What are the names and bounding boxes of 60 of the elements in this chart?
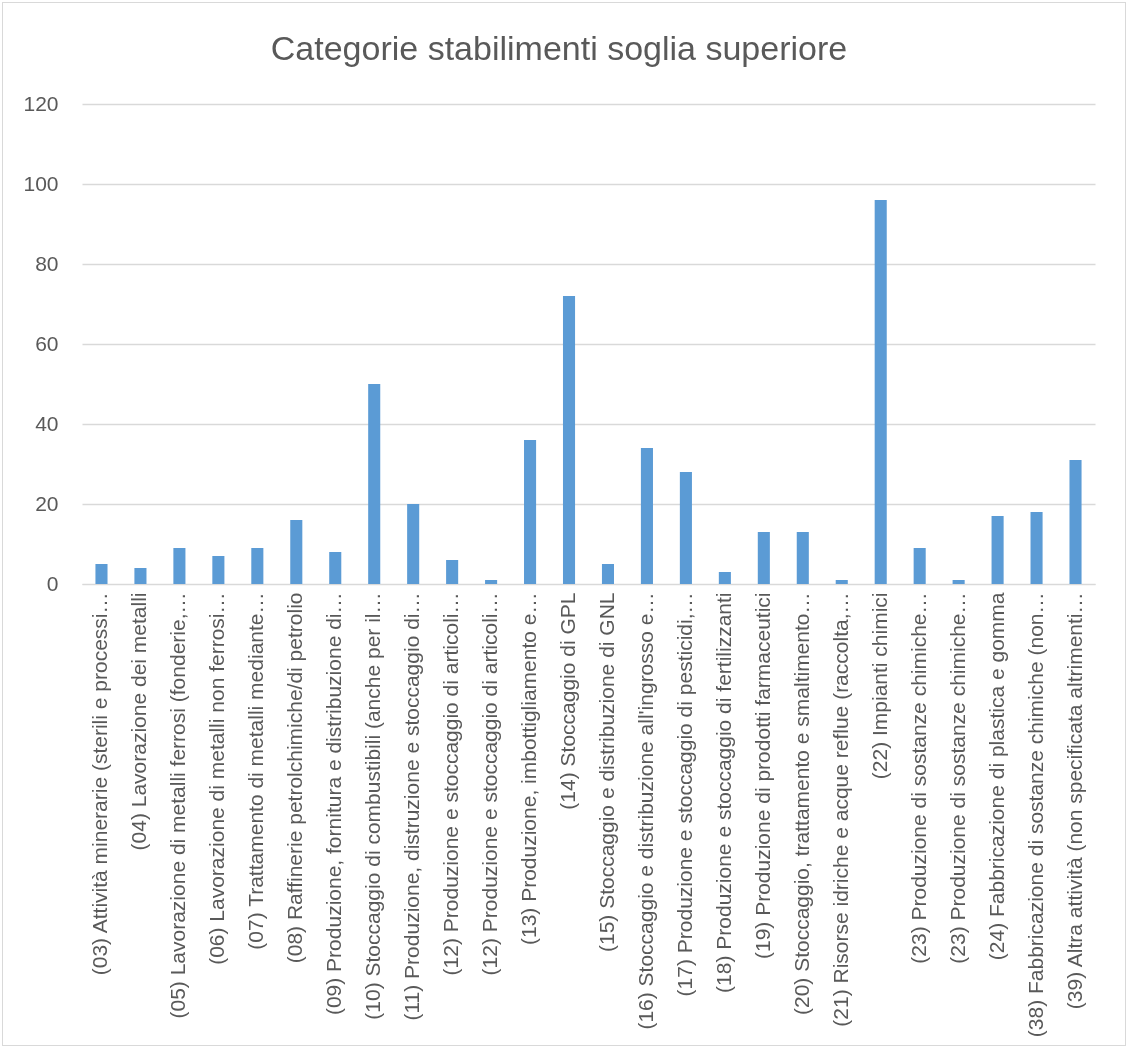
x-tick-label: (23) Produzione di sostanze chimiche…	[906, 592, 930, 964]
bar	[718, 572, 731, 584]
y-tick-label: 120	[23, 91, 59, 115]
chart-title: Categorie stabilimenti soglia superiore	[270, 29, 848, 67]
bar	[446, 560, 459, 584]
x-tick-label: (12) Produzione e stoccaggio di articoli…	[478, 592, 502, 976]
bar	[368, 384, 381, 584]
bar	[134, 568, 147, 584]
x-tick-label: (23) Produzione di sostanze chimiche…	[945, 592, 969, 964]
x-tick-label: (24) Fabbricazione di plastica e gomma	[984, 592, 1008, 961]
y-tick-label: 80	[35, 251, 59, 275]
x-tick-label: (09) Produzione, fornitura e distribuzione di…	[322, 592, 346, 1016]
x-tick-label: (12) Produzione e stoccaggio di articoli…	[439, 592, 463, 976]
y-tick-label: 0	[46, 571, 59, 595]
x-tick-label: (39) Altra attività (non specificata altrimenti…	[1062, 592, 1086, 1010]
bar	[991, 516, 1004, 584]
x-tick-label: (14) Stoccaggio di GPL	[556, 592, 580, 810]
bar	[95, 564, 108, 584]
bar	[562, 296, 576, 584]
bar	[952, 580, 965, 584]
bar	[679, 472, 692, 584]
bar	[796, 532, 809, 584]
y-tick-label: 20	[35, 491, 59, 515]
bar	[290, 520, 303, 584]
bar	[601, 564, 615, 584]
bar	[835, 580, 848, 584]
bar	[1030, 512, 1043, 584]
x-tick-label: (38) Fabbricazione di sostanze chimiche (non…	[1023, 592, 1047, 1038]
bar	[212, 556, 225, 584]
bar	[640, 448, 653, 584]
x-tick-label: (04) Lavorazione dei metalli	[127, 592, 151, 851]
bar	[485, 580, 498, 584]
x-tick-label: (10) Stoccaggio di combustibili (anche per il…	[361, 592, 385, 1020]
x-tick-label: (19) Produzione di prodotti farmaceutici	[750, 592, 774, 960]
bar	[329, 552, 342, 584]
x-tick-label: (03) Attività minerarie (sterili e processi…	[88, 592, 112, 976]
x-tick-label: (11) Produzione, distruzione e stoccaggio di…	[400, 592, 424, 1021]
x-tick-label: (07) Trattamento di metalli mediante…	[244, 592, 268, 950]
bar	[407, 504, 420, 584]
bar	[874, 200, 887, 584]
bar	[524, 440, 537, 584]
x-tick-label: (15) Stoccaggio e distribuzione di GNL	[594, 592, 618, 953]
bar	[251, 548, 264, 584]
x-tick-label: (20) Stoccaggio, trattamento e smaltimento…	[789, 592, 813, 1016]
x-tick-label: (18) Produzione e stoccaggio di fertilizzanti	[711, 592, 735, 993]
x-tick-label: (06) Lavorazione di metalli non ferrosi…	[205, 592, 229, 965]
x-tick-label: (13) Produzione, imbottigliamento e…	[517, 592, 541, 946]
x-tick-label: (05) Lavorazione di metalli ferrosi (fonderie,…	[166, 592, 190, 1019]
x-tick-label: (17) Produzione e stoccaggio di pesticidi,…	[672, 592, 696, 997]
x-tick-label: (16) Stoccaggio e distribuzione all'ingrosso e…	[633, 592, 657, 1030]
x-tick-label: (21) Risorse idriche e acque reflue (raccolta,…	[828, 592, 852, 1027]
x-tick-label: (22) Impianti chimici	[867, 592, 891, 780]
x-tick-label: (08) Raffinerie petrolchimiche/di petrolio	[283, 592, 307, 964]
bar	[1069, 460, 1082, 584]
y-tick-label: 60	[35, 331, 59, 355]
bar	[757, 532, 770, 584]
bar	[173, 548, 186, 584]
y-tick-label: 40	[35, 411, 59, 435]
bar	[913, 548, 926, 584]
y-tick-label: 100	[23, 171, 59, 195]
